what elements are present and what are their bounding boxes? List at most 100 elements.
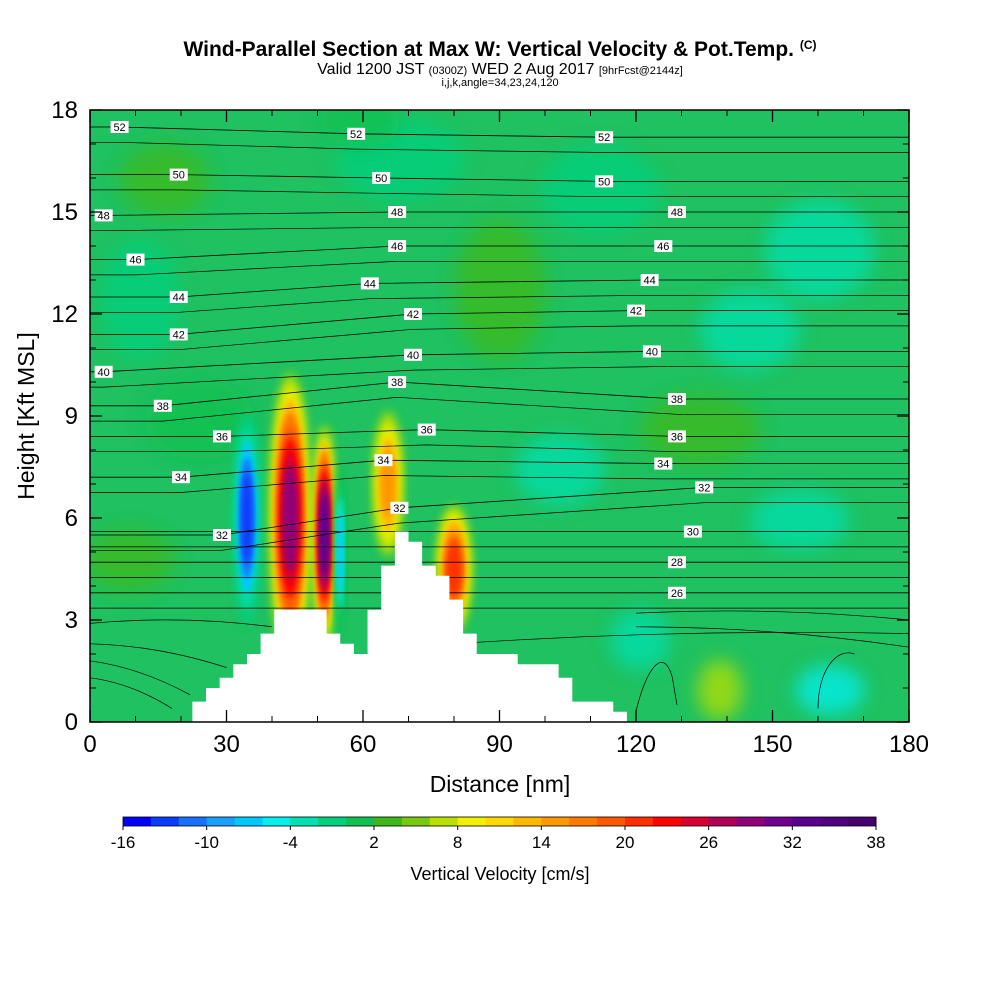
contour-label: 46 xyxy=(126,253,145,267)
contour-label: 48 xyxy=(388,206,407,219)
colorbar-swatch xyxy=(123,817,152,826)
colorbar-tick-label: 38 xyxy=(867,833,886,852)
theta-contour xyxy=(90,325,909,351)
contour-label: 32 xyxy=(212,529,231,542)
svg-text:34: 34 xyxy=(657,459,669,471)
svg-text:48: 48 xyxy=(671,207,683,219)
colorbar-swatch xyxy=(429,817,459,826)
svg-text:42: 42 xyxy=(630,306,642,318)
theta-contour xyxy=(90,141,909,153)
colorbar-tick-label: 14 xyxy=(532,833,551,852)
contour-label: 34 xyxy=(172,471,190,484)
y-tick-label: 0 xyxy=(65,709,78,736)
contour-label: 36 xyxy=(417,423,436,437)
contour-label: 42 xyxy=(404,308,423,321)
svg-text:32: 32 xyxy=(393,503,405,515)
colorbar-swatch xyxy=(206,817,236,826)
valid-time-line: Valid 1200 JST (0300Z) WED 2 Aug 2017 [9… xyxy=(317,61,683,78)
theta-contour xyxy=(635,662,678,712)
theta-contour-labels: 52 52 52 50 50 50 48 48 48 46 46 46 44 44 44 42 42 42 40 40… xyxy=(94,121,714,600)
colorbar-tick-label: -16 xyxy=(111,833,136,852)
svg-text:36: 36 xyxy=(216,431,228,443)
colorbar: -16 -10 -4 2 8 14 20 26 32 38 xyxy=(111,816,886,852)
svg-text:38: 38 xyxy=(157,401,169,413)
contour-label: 34 xyxy=(654,457,673,471)
y-tick-label: 3 xyxy=(65,607,78,634)
contour-label: 38 xyxy=(153,399,172,413)
y-tick-label: 9 xyxy=(65,403,78,430)
colorbar-swatch xyxy=(178,817,208,826)
contour-label: 42 xyxy=(627,304,645,318)
theta-contours xyxy=(90,126,909,712)
velocity-cell xyxy=(233,411,261,625)
svg-text:36: 36 xyxy=(671,431,683,443)
colorbar-swatch xyxy=(764,817,793,826)
svg-text:50: 50 xyxy=(173,170,185,182)
theta-contour xyxy=(90,619,273,628)
contour-label: 44 xyxy=(360,277,379,290)
svg-text:40: 40 xyxy=(646,346,658,358)
svg-text:44: 44 xyxy=(173,292,185,304)
colorbar-swatch xyxy=(597,817,626,826)
svg-text:46: 46 xyxy=(657,241,669,253)
colorbar-tick-label: 32 xyxy=(783,833,802,852)
colorbar-swatch xyxy=(262,817,291,826)
svg-text:48: 48 xyxy=(98,210,110,222)
colorbar-swatch xyxy=(541,817,570,826)
svg-text:28: 28 xyxy=(671,557,683,569)
plot-area: 52 52 52 50 50 50 48 48 48 46 46 46 44 44 44 42 42 42 40 40… xyxy=(90,110,909,722)
contour-label: 30 xyxy=(683,525,702,539)
x-axis-label: Distance [nm] xyxy=(430,771,571,797)
svg-text:50: 50 xyxy=(375,173,387,185)
contour-label: 52 xyxy=(110,121,129,134)
theta-contour xyxy=(90,643,227,668)
theta-contour xyxy=(817,652,855,709)
svg-text:48: 48 xyxy=(391,207,403,219)
colorbar-swatch xyxy=(792,817,821,826)
colorbar-tick-label: -10 xyxy=(194,833,219,852)
svg-text:40: 40 xyxy=(98,367,110,379)
theta-contour xyxy=(635,626,909,648)
y-tick-label: 15 xyxy=(51,199,78,226)
theta-contour xyxy=(90,366,909,388)
contour-label: 34 xyxy=(374,454,393,467)
y-tick-label: 18 xyxy=(51,97,78,124)
theta-contour xyxy=(90,226,909,232)
colorbar-label: Vertical Velocity [cm/s] xyxy=(410,864,589,884)
contour-label: 36 xyxy=(212,430,231,443)
theta-contour xyxy=(635,610,909,621)
theta-contour xyxy=(90,189,909,198)
contour-label: 42 xyxy=(169,328,188,341)
x-tick-label: 180 xyxy=(889,731,929,758)
colorbar-tick-label: 2 xyxy=(369,833,378,852)
y-axis-label: Height [Kft MSL] xyxy=(13,332,39,499)
svg-text:34: 34 xyxy=(377,455,389,467)
colorbar-swatch xyxy=(736,817,765,826)
colorbar-swatch xyxy=(374,817,403,826)
theta-contour xyxy=(453,631,909,645)
svg-text:46: 46 xyxy=(391,241,403,253)
svg-text:30: 30 xyxy=(687,527,699,539)
svg-text:34: 34 xyxy=(175,472,187,484)
contour-label: 26 xyxy=(667,586,686,600)
colorbar-swatch xyxy=(848,817,877,826)
contour-label: 48 xyxy=(667,206,686,219)
svg-text:42: 42 xyxy=(173,329,185,341)
svg-text:44: 44 xyxy=(364,278,376,290)
svg-text:52: 52 xyxy=(598,132,610,144)
colorbar-tick-label: 26 xyxy=(699,833,718,852)
colorbar-swatch xyxy=(150,817,180,826)
colorbar-tick-label: 8 xyxy=(453,833,462,852)
y-tick-label: 6 xyxy=(65,505,78,532)
svg-text:32: 32 xyxy=(216,530,228,542)
x-tick-label: 90 xyxy=(486,731,513,758)
contour-label: 40 xyxy=(642,345,661,358)
svg-text:38: 38 xyxy=(671,394,683,406)
svg-text:50: 50 xyxy=(598,176,610,188)
theta-contour xyxy=(90,475,909,493)
terrain xyxy=(90,531,909,722)
colorbar-swatch xyxy=(457,817,487,826)
colorbar-swatch xyxy=(485,817,514,826)
svg-text:38: 38 xyxy=(391,377,403,389)
